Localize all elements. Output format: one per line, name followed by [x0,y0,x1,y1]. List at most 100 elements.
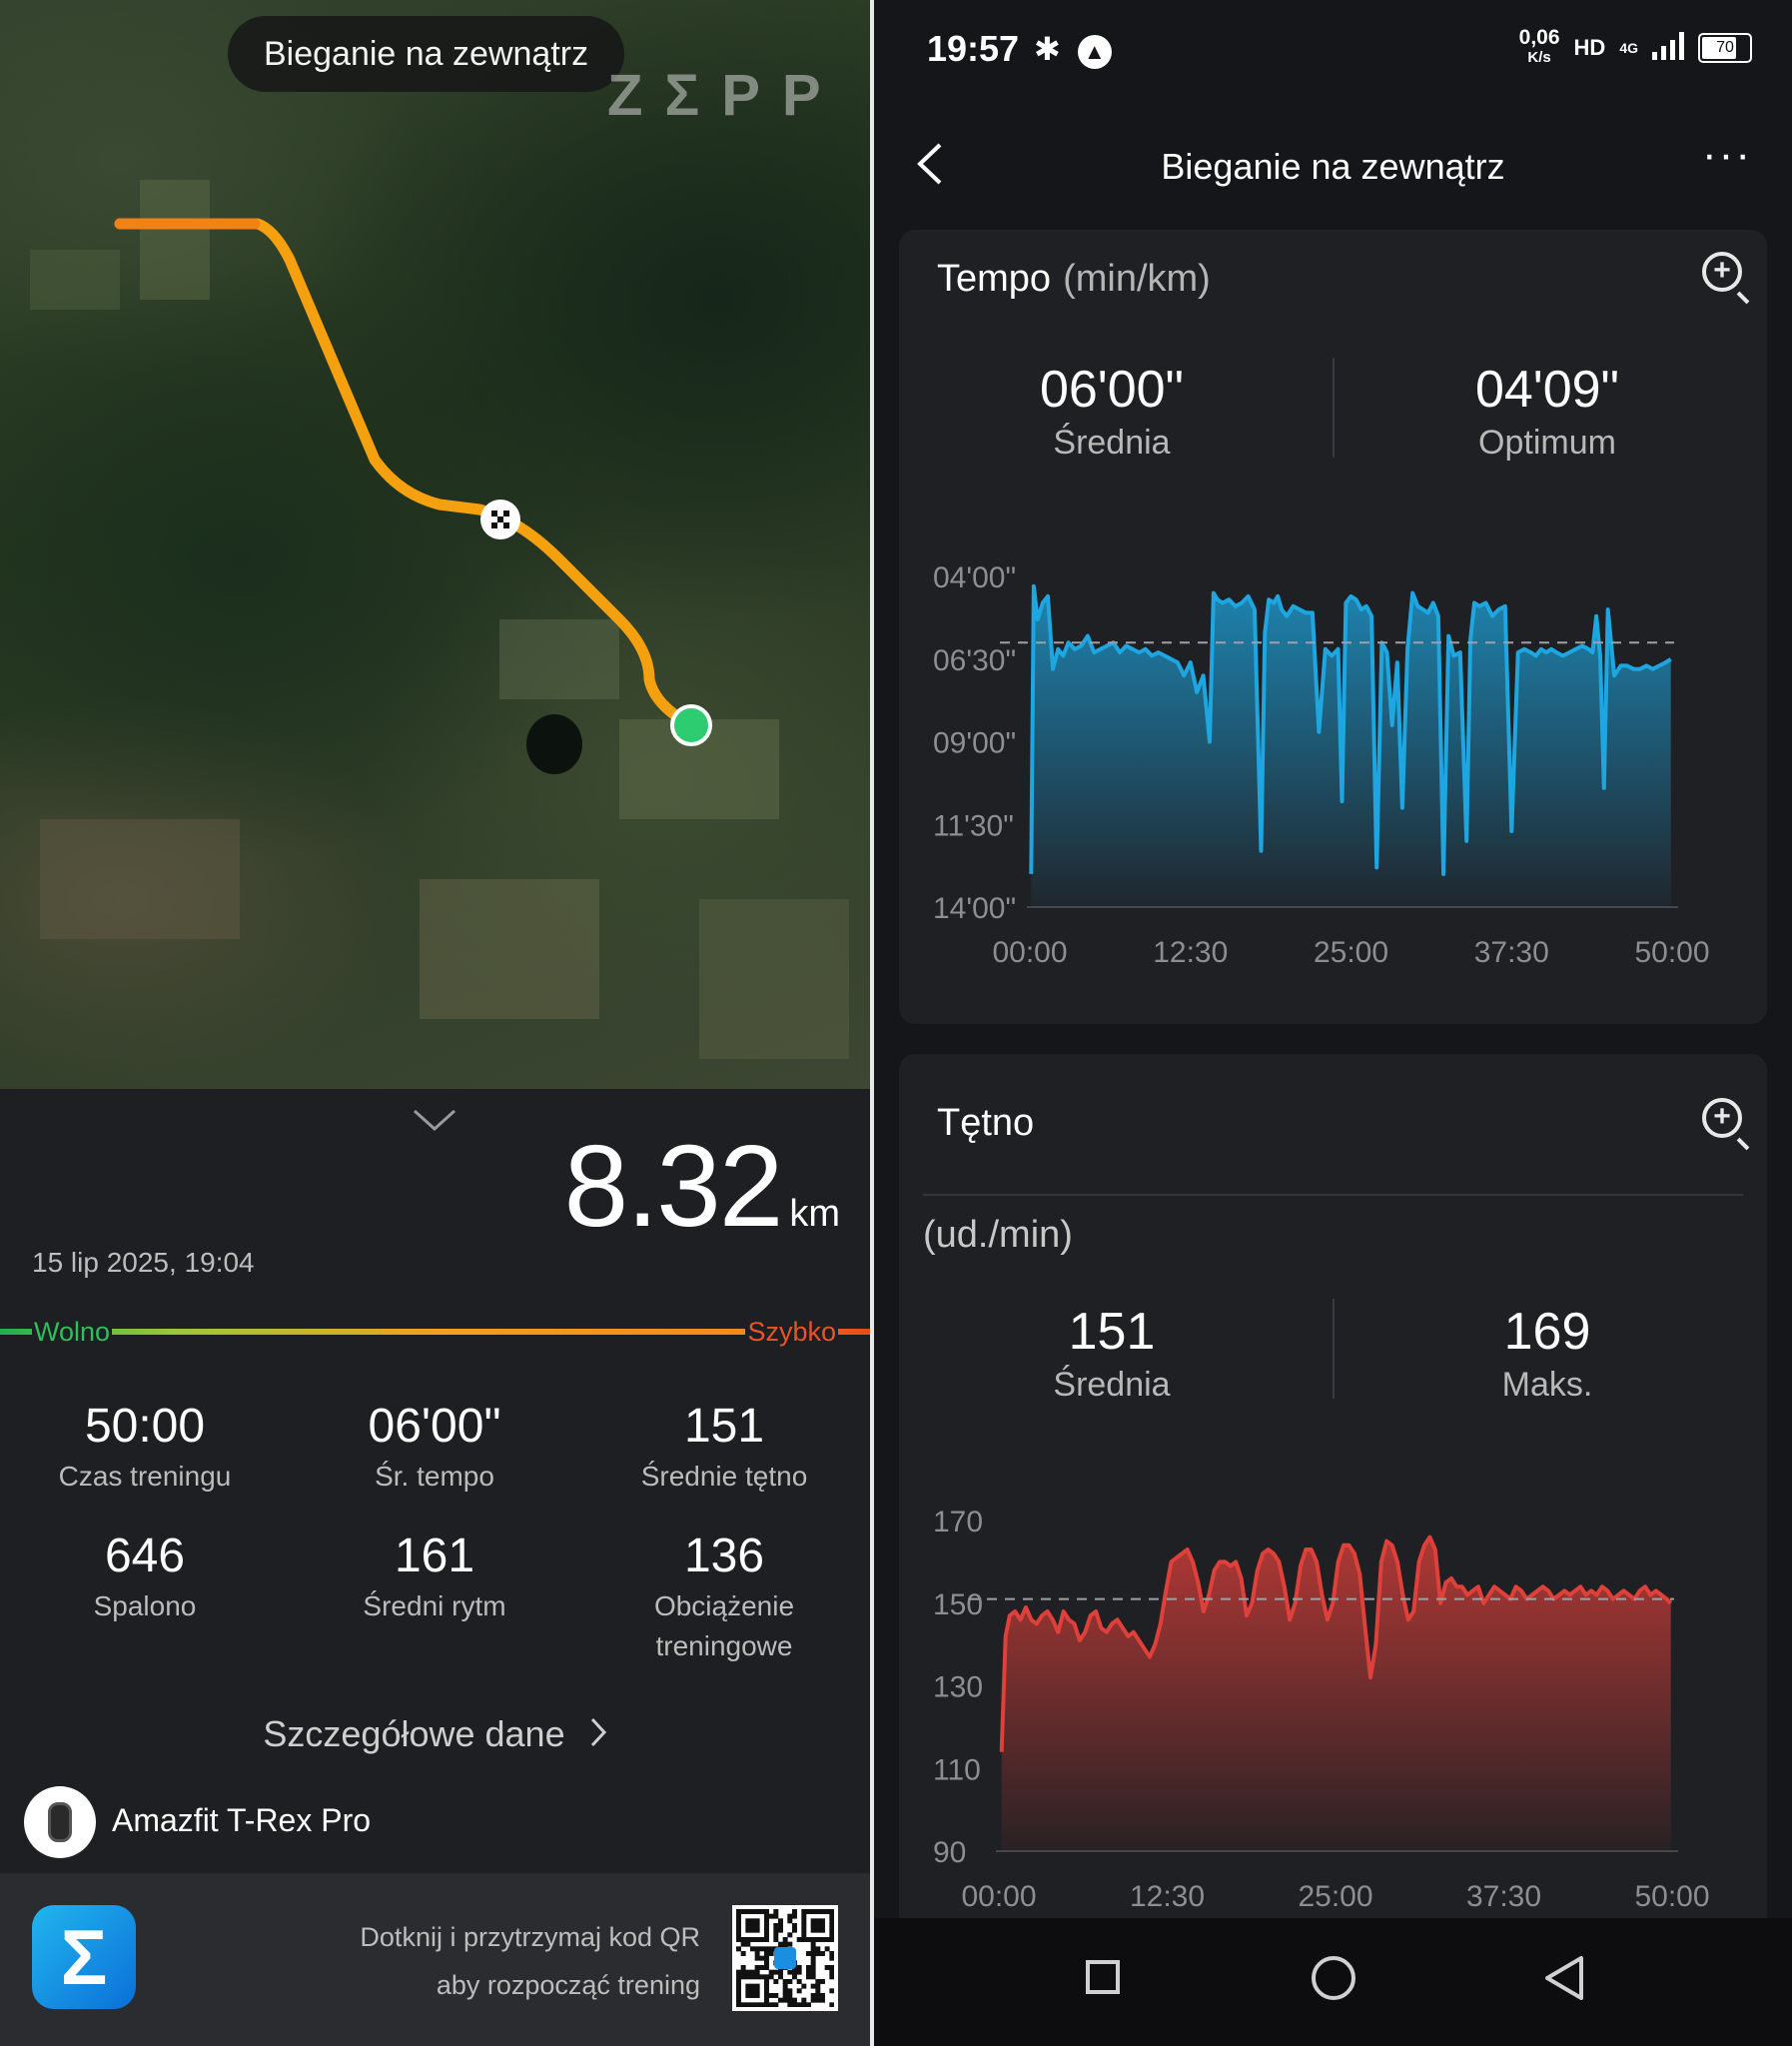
x-tick-label: 37:30 [1466,1880,1541,1913]
speed-fast-label: Szybko [745,1317,838,1348]
stat-label: Obciążenie treningowe [653,1590,795,1661]
route-map[interactable]: Bieganie na zewnątrz ZΣPP [0,0,870,1089]
distance-unit: km [789,1193,840,1235]
system-navigation-bar [874,1918,1792,2046]
tempo-best-value: 04'09" [1474,361,1620,419]
tempo-unit: (min/km) [1063,258,1211,300]
detailed-data-label: Szczegółowe dane [263,1713,565,1754]
y-tick-label: 130 [933,1671,983,1704]
tempo-best-label: Optimum [1478,424,1616,462]
stat-value: 50:00 [84,1400,206,1453]
series-area [1031,585,1671,907]
qr-instructions: Dotknij i przytrzymaj kod QR aby rozpocz… [360,1913,700,2009]
qr-code[interactable] [732,1905,838,2011]
detailed-data-link[interactable]: Szczegółowe dane [0,1713,870,1757]
tempo-average-value: 06'00" [1039,361,1185,419]
network-type: 4G [1619,40,1638,56]
zepp-app-logo: Σ [32,1905,136,2009]
workout-summary-screen: Bieganie na zewnątrz ZΣPP 8.32 km 15 lip … [0,0,870,2046]
device-name: Amazfit T-Rex Pro [112,1802,372,1838]
qr-footer: Σ Dotknij i przytrzymaj kod QR aby rozpo… [0,1873,870,2046]
zoom-in-icon[interactable]: + [1702,1098,1742,1138]
zoom-in-icon[interactable]: + [1702,252,1742,292]
stat-value: 161 [394,1530,475,1582]
y-tick-label: 11'30" [933,809,1014,842]
x-tick-label: 37:30 [1474,936,1549,969]
chevron-right-icon [589,1715,607,1757]
battery-level: 70 [1716,39,1734,56]
home-button[interactable] [1312,1956,1355,2000]
top-app-bar: Bieganie na zewnątrz ··· [874,100,1792,228]
stat-label: Średni rytm [363,1590,506,1621]
speed-gradient-bar [0,1329,870,1335]
status-left-icons: ✱ ▲ [1034,30,1112,69]
chevron-down-icon[interactable] [413,1103,456,1142]
stat-value: 136 [683,1530,765,1582]
y-tick-label: 90 [933,1836,966,1869]
x-tick-label: 12:30 [1153,936,1228,969]
lake [526,714,582,774]
heart-rate-title: Tętno [937,1102,1035,1144]
x-tick-label: 25:00 [1298,1880,1372,1913]
workout-detail-screen: 19:57 ✱ ▲ 0,06 K/s HD 4G 70 Bieganie na … [874,0,1792,2046]
network-speed-unit: K/s [1527,49,1551,66]
heart-rate-average-label: Średnia [1053,1366,1171,1404]
summary-card: 8.32 km 15 lip 2025, 19:04 Wolno Szybko [0,1089,870,1873]
y-tick-label: 170 [933,1506,983,1538]
kpi-divider [1333,1299,1335,1399]
recent-apps-button[interactable] [1086,1960,1120,1994]
tempo-average: 06'00" Średnia [962,360,1262,463]
bluetooth-icon: ✱ [1034,31,1061,67]
heart-rate-average-value: 151 [1068,1303,1156,1361]
x-tick-label: 12:30 [1130,1880,1205,1913]
stat-value: 06'00" [368,1400,501,1453]
stat-value: 646 [104,1530,186,1582]
heart-rate-max-label: Maks. [1501,1366,1593,1404]
stat-label: Czas treningu [58,1461,232,1492]
y-tick-label: 14'00" [933,892,1016,925]
y-tick-label: 06'30" [933,644,1016,677]
tempo-chart[interactable]: 04'00" 06'30" 09'00" 11'30" 14'00" 00:00 12:30… [899,230,1767,1024]
distance-display: 8.32 km [564,1119,840,1253]
signal-icon [1652,31,1684,65]
back-arrow-icon[interactable] [914,140,944,200]
heart-rate-card: Tętno + (ud./min) 151 Średnia 169 Maks. … [899,1054,1767,1933]
panel-divider [870,0,874,2046]
card-separator [923,1194,1743,1196]
stat-training-time: 50:00 Czas treningu [0,1399,290,1497]
workout-date: 15 lip 2025, 19:04 [32,1247,255,1278]
status-right-icons: 0,06 K/s HD 4G 70 [1518,26,1752,68]
series-line [1029,583,1672,876]
qr-instruction-line-1: Dotknij i przytrzymaj kod QR [360,1922,700,1952]
network-speed-value: 0,06 [1518,26,1560,49]
kpi-divider [1333,358,1335,458]
y-tick-label: 09'00" [933,727,1016,760]
more-options-icon[interactable]: ··· [1702,130,1752,179]
heart-rate-chart[interactable]: 170 150 130 110 90 00:00 12:30 25:00 37:30 50:00 [899,1054,1767,1933]
status-bar: 19:57 ✱ ▲ 0,06 K/s HD 4G 70 [874,0,1792,100]
heart-rate-average: 151 Średnia [962,1302,1262,1405]
x-tick-label: 50:00 [1634,936,1709,969]
y-tick-label: 04'00" [933,561,1016,594]
hd-voice-icon: HD [1573,35,1606,60]
stat-avg-pace: 06'00" Śr. tempo [290,1399,579,1497]
qr-instruction-line-2: aby rozpocząć trening [436,1970,700,2000]
stat-avg-cadence: 161 Średni rytm [290,1529,579,1626]
y-tick-label: 110 [933,1753,981,1786]
network-speed: 0,06 K/s [1518,26,1560,68]
battery-icon: 70 [1698,33,1752,63]
y-tick-label: 150 [933,1588,983,1621]
stat-training-load: 136 Obciążenie treningowe [609,1529,839,1666]
back-button[interactable] [1541,1954,1585,2011]
distance-value: 8.32 [563,1121,784,1251]
status-time: 19:57 [927,28,1020,69]
tempo-title-text: Tempo [937,258,1052,300]
heart-rate-max: 169 Maks. [1397,1302,1697,1405]
tempo-title: Tempo (min/km) [937,258,1211,301]
stat-label: Średnie tętno [640,1461,808,1492]
navigation-icon: ▲ [1077,34,1112,69]
tempo-average-label: Średnia [1053,424,1171,462]
zepp-logo: ZΣPP [607,63,843,128]
map-title-chip: Bieganie na zewnątrz [228,16,625,92]
qr-code-image [736,1909,835,2008]
